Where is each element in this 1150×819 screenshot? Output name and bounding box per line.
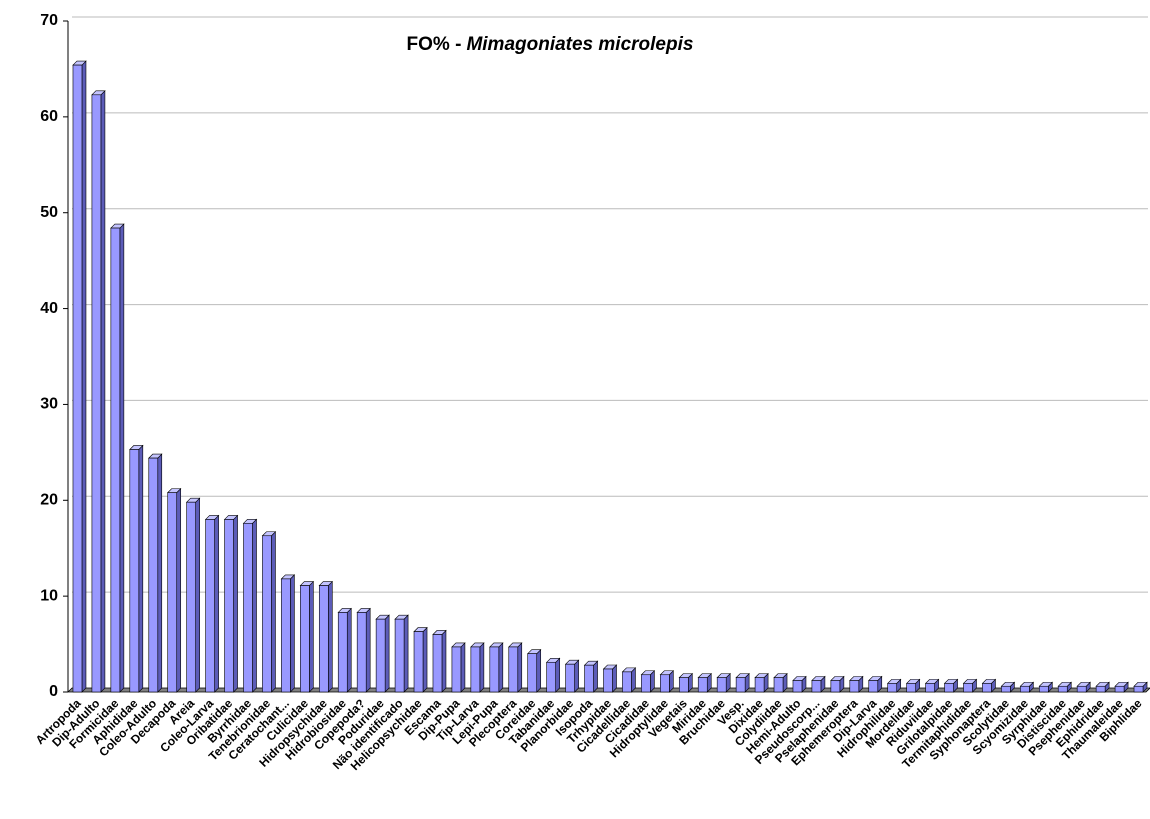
bar bbox=[811, 680, 822, 693]
bar bbox=[1076, 685, 1087, 693]
bar-side bbox=[346, 607, 352, 693]
y-tick-label: 0 bbox=[49, 683, 58, 700]
bar-side bbox=[460, 642, 466, 693]
bar bbox=[413, 631, 424, 693]
y-tick-label: 70 bbox=[40, 12, 58, 29]
bar bbox=[963, 683, 973, 693]
bar bbox=[337, 612, 348, 693]
bar bbox=[318, 585, 329, 693]
bar bbox=[243, 522, 253, 693]
bar bbox=[925, 683, 935, 693]
bar bbox=[1133, 685, 1144, 693]
bar bbox=[375, 618, 386, 693]
bar-side bbox=[422, 626, 428, 693]
bar bbox=[1114, 685, 1125, 693]
bar bbox=[641, 674, 651, 693]
bar bbox=[584, 664, 594, 693]
y-tick-label: 50 bbox=[40, 204, 58, 221]
bar bbox=[508, 646, 519, 693]
bar-side bbox=[612, 664, 617, 693]
y-tick-label: 30 bbox=[40, 396, 58, 413]
y-tick-label: 40 bbox=[40, 300, 58, 317]
bar bbox=[603, 668, 613, 693]
bar bbox=[91, 94, 102, 693]
bar bbox=[262, 535, 272, 693]
bar bbox=[1095, 685, 1106, 693]
bar bbox=[944, 683, 954, 693]
bar bbox=[565, 663, 575, 693]
bar bbox=[1057, 685, 1068, 693]
bar bbox=[849, 680, 860, 693]
bar bbox=[906, 683, 916, 693]
bar bbox=[489, 646, 500, 693]
bar bbox=[451, 646, 462, 693]
bar-side bbox=[536, 648, 542, 693]
bar-side bbox=[290, 574, 295, 693]
bar-side bbox=[176, 487, 182, 693]
bar-side bbox=[195, 497, 200, 693]
bar bbox=[129, 449, 140, 693]
bar bbox=[72, 64, 83, 693]
bar bbox=[148, 457, 159, 693]
bar bbox=[982, 683, 992, 693]
bar bbox=[792, 680, 803, 693]
title-species: Mimagoniates microlepis bbox=[466, 34, 693, 55]
bar bbox=[622, 671, 632, 693]
bar bbox=[887, 683, 898, 693]
bar bbox=[735, 677, 746, 693]
bar bbox=[754, 677, 765, 693]
bar-side bbox=[479, 642, 485, 693]
bar bbox=[678, 677, 689, 693]
bar-side bbox=[119, 223, 125, 693]
bar bbox=[660, 674, 670, 693]
bar-side bbox=[309, 580, 314, 693]
bar-side bbox=[233, 514, 238, 693]
y-tick-label: 60 bbox=[40, 108, 58, 125]
bar bbox=[773, 677, 784, 693]
bar-side bbox=[81, 60, 87, 693]
bar-side bbox=[327, 580, 333, 693]
bar bbox=[432, 634, 443, 693]
bar bbox=[167, 492, 178, 693]
bar-side bbox=[498, 642, 504, 693]
bar bbox=[1038, 685, 1049, 693]
bar bbox=[527, 653, 538, 693]
bar-side bbox=[403, 614, 409, 693]
bar-side bbox=[593, 660, 598, 693]
bar-side bbox=[271, 531, 276, 693]
bar bbox=[470, 646, 481, 693]
bar-side bbox=[574, 659, 579, 693]
bar bbox=[868, 680, 879, 693]
bar-side bbox=[157, 453, 163, 693]
bar-side bbox=[555, 657, 560, 693]
bar-side bbox=[214, 514, 219, 693]
bar bbox=[697, 677, 708, 693]
bar-side bbox=[517, 642, 523, 693]
bar bbox=[186, 501, 196, 693]
bar-side bbox=[252, 518, 257, 693]
bar bbox=[546, 661, 556, 693]
bar bbox=[830, 680, 841, 693]
y-tick-label: 20 bbox=[40, 492, 58, 509]
bar bbox=[224, 519, 234, 693]
y-tick-label: 10 bbox=[40, 587, 58, 604]
bar bbox=[394, 618, 405, 693]
bar bbox=[1020, 685, 1030, 693]
bar-side bbox=[365, 607, 371, 693]
title-prefix: FO% - bbox=[407, 34, 462, 55]
bar bbox=[205, 519, 215, 693]
chart-title: FO% - Mimagoniates microlepis bbox=[407, 34, 694, 55]
bar-side bbox=[441, 629, 447, 693]
bar bbox=[716, 677, 727, 693]
bar bbox=[356, 612, 367, 693]
bar-side bbox=[100, 90, 106, 693]
bar bbox=[110, 227, 121, 693]
bar bbox=[281, 578, 291, 693]
bar-side bbox=[138, 444, 144, 693]
bar-side bbox=[384, 614, 390, 693]
bar bbox=[300, 585, 310, 693]
bar bbox=[1001, 685, 1011, 693]
